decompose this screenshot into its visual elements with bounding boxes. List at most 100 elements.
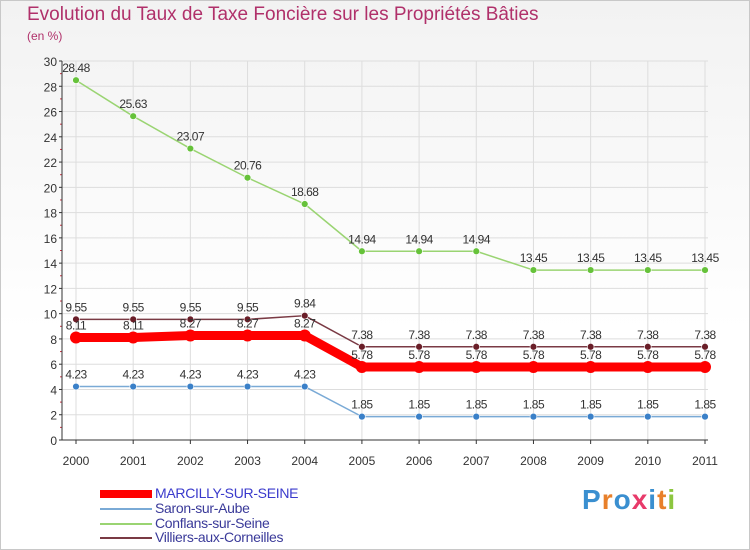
data-point xyxy=(358,412,366,421)
data-label: 13.45 xyxy=(634,251,662,265)
x-tick-label: 2003 xyxy=(234,454,261,468)
logo-letter: x xyxy=(631,484,649,515)
data-point xyxy=(413,360,426,373)
data-label: 1.85 xyxy=(637,398,659,412)
data-label-layer: 8.11 8.11 8.27 8.27 8.27 5.78 5.78 5.78 5.78 5.78… xyxy=(62,61,720,412)
data-point xyxy=(186,382,195,391)
y-tick-label: 18 xyxy=(44,207,58,221)
data-point xyxy=(72,382,80,391)
data-point xyxy=(586,266,595,274)
data-label: 8.27 xyxy=(180,317,202,331)
data-point xyxy=(298,329,311,342)
data-label: 5.78 xyxy=(580,348,602,362)
legend-label: Conflans-sur-Seine xyxy=(155,515,270,531)
data-point xyxy=(415,343,423,351)
data-label: 7.38 xyxy=(408,328,430,342)
x-tick-label: 2001 xyxy=(120,454,147,468)
data-point xyxy=(415,412,423,421)
y-tick-label: 4 xyxy=(50,383,57,397)
data-point xyxy=(358,343,366,351)
y-tick-label: 10 xyxy=(44,308,58,322)
data-label: 13.45 xyxy=(520,251,548,265)
chart-title: Evolution du Taux de Taxe Foncière sur l… xyxy=(27,4,539,25)
y-tick-label: 8 xyxy=(50,333,57,347)
data-label: 20.76 xyxy=(234,159,262,173)
data-point xyxy=(701,412,709,421)
data-label: 4.23 xyxy=(180,368,202,382)
data-point xyxy=(415,247,423,255)
data-point xyxy=(301,382,309,391)
series-layer xyxy=(70,76,711,421)
data-point xyxy=(472,343,480,351)
data-label: 23.07 xyxy=(177,130,205,144)
data-point xyxy=(644,266,652,274)
series-line xyxy=(76,385,705,418)
data-label: 9.55 xyxy=(180,300,202,314)
y-tick-label: 6 xyxy=(50,358,57,372)
y-tick-label: 30 xyxy=(44,55,58,69)
data-label: 8.27 xyxy=(237,317,259,331)
data-label: 13.45 xyxy=(691,251,719,265)
x-tick-label: 2008 xyxy=(520,454,547,468)
data-point xyxy=(355,360,368,373)
data-point xyxy=(586,412,595,421)
data-point xyxy=(529,266,538,274)
legend-swatch xyxy=(100,490,152,498)
data-point xyxy=(701,343,709,351)
data-label: 4.23 xyxy=(123,368,145,382)
data-point xyxy=(127,331,140,344)
data-label: 1.85 xyxy=(466,398,488,412)
data-label: 9.84 xyxy=(294,297,316,311)
data-label: 7.38 xyxy=(523,328,545,342)
data-label: 5.78 xyxy=(466,348,488,362)
data-point xyxy=(529,412,538,421)
data-point xyxy=(243,315,252,324)
data-point xyxy=(529,343,538,351)
data-label: 7.38 xyxy=(466,328,488,342)
data-point xyxy=(72,315,80,324)
data-point xyxy=(243,174,252,182)
y-tick-label: 2 xyxy=(50,409,57,423)
x-tick-label: 2011 xyxy=(692,454,718,468)
logo-letter: i xyxy=(667,484,677,515)
data-label: 5.78 xyxy=(351,348,373,362)
data-point xyxy=(186,144,195,153)
data-label: 5.78 xyxy=(408,348,430,362)
data-label: 5.78 xyxy=(694,348,716,362)
data-point xyxy=(129,112,137,120)
y-tick-label: 26 xyxy=(44,106,58,120)
logo-letter: r xyxy=(601,484,614,515)
grid-layer xyxy=(62,60,708,441)
x-tick-label: 2006 xyxy=(406,454,433,468)
legend-swatch xyxy=(100,523,152,525)
data-label: 7.38 xyxy=(694,328,716,342)
logo-letter: o xyxy=(613,484,632,515)
y-tick-label: 24 xyxy=(44,131,58,145)
x-tick-label: 2005 xyxy=(349,454,376,468)
legend-swatch xyxy=(100,508,152,510)
data-label: 5.78 xyxy=(637,348,659,362)
data-label: 4.23 xyxy=(294,368,316,382)
x-tick-label: 2004 xyxy=(291,454,318,468)
y-tick-label: 0 xyxy=(50,434,57,448)
x-tick-label: 2010 xyxy=(634,454,661,468)
data-point xyxy=(70,331,82,344)
chart-unit-label: (en %) xyxy=(27,29,63,43)
y-tick-label: 14 xyxy=(44,257,58,271)
data-label: 28.48 xyxy=(62,61,90,75)
data-label: 18.68 xyxy=(291,185,319,199)
logo-letter: P xyxy=(582,484,602,515)
data-label: 9.55 xyxy=(237,300,259,314)
data-point xyxy=(358,247,366,255)
data-point xyxy=(641,360,654,373)
data-label: 1.85 xyxy=(580,398,602,412)
logo-letter: t xyxy=(657,484,668,515)
series-line xyxy=(75,79,705,271)
data-point xyxy=(184,329,197,342)
data-point xyxy=(644,343,652,351)
data-point xyxy=(243,382,252,391)
data-label: 8.11 xyxy=(123,319,144,333)
data-point xyxy=(186,315,195,324)
